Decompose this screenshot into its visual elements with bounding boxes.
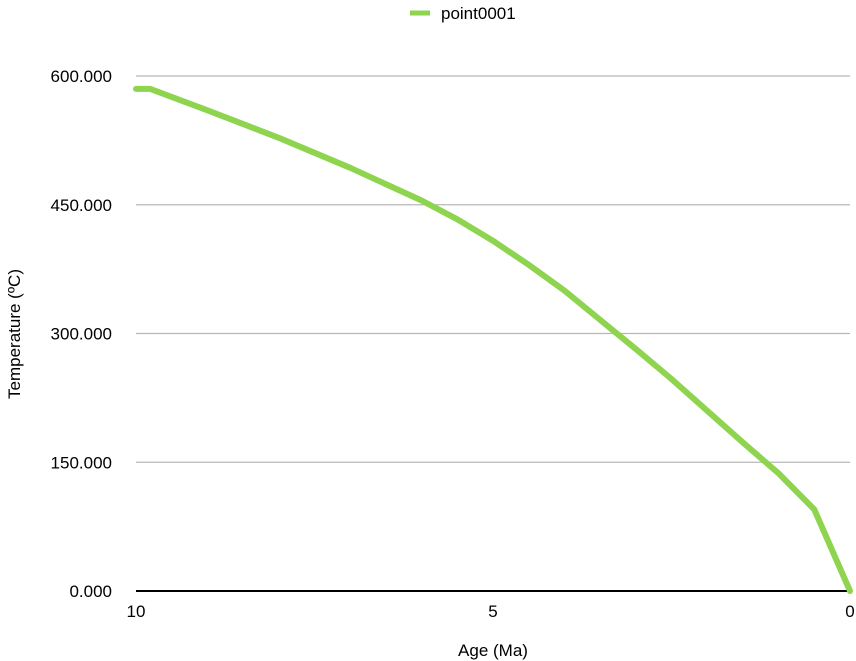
series-group: [133, 85, 853, 594]
y-tick-label: 600.000: [51, 67, 112, 86]
x-axis-title: Age (Ma): [458, 641, 528, 660]
series-line-point0001: [133, 85, 853, 594]
y-tick-label: 300.000: [51, 325, 112, 344]
legend[interactable]: point0001: [410, 4, 516, 23]
x-tick-label: 10: [127, 602, 146, 621]
x-tick-label: 0: [845, 602, 854, 621]
legend-label: point0001: [441, 4, 516, 23]
y-axis-title: Temperature (ºC): [5, 269, 24, 399]
y-tick-label: 450.000: [51, 196, 112, 215]
y-tick-label: 150.000: [51, 453, 112, 472]
grid-lines: [136, 75, 850, 463]
y-axis-ticks: 0.000 150.000 300.000 450.000 600.000: [51, 67, 112, 601]
x-tick-label: 5: [488, 602, 497, 621]
x-axis-ticks: 10 5 0: [127, 602, 855, 621]
y-tick-label: 0.000: [69, 582, 112, 601]
